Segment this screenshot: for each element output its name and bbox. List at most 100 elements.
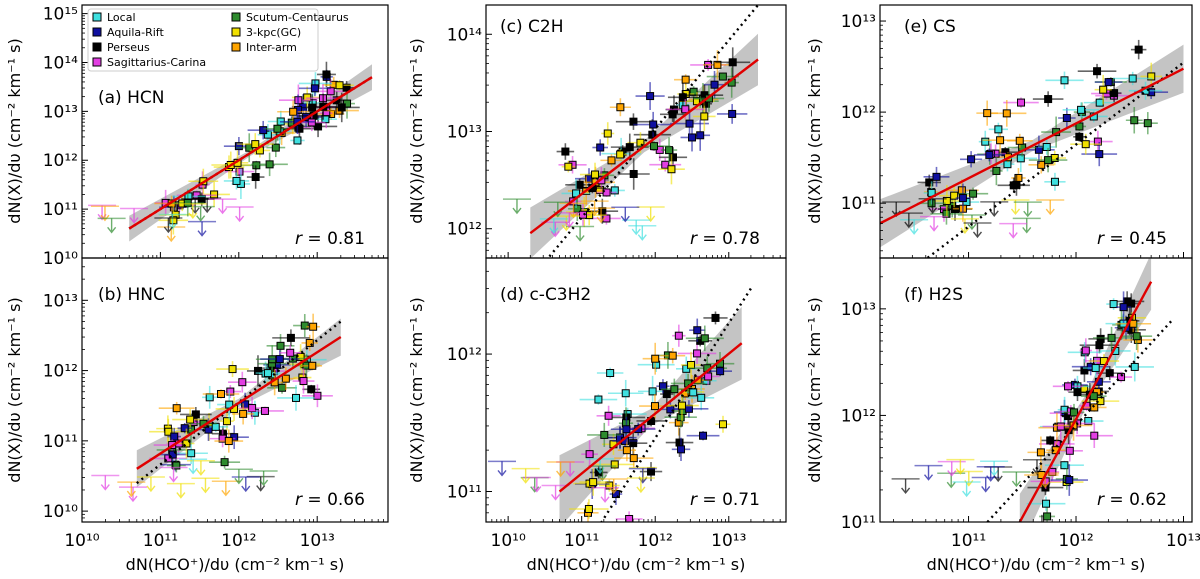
data-point	[561, 147, 570, 156]
data-point	[1036, 448, 1045, 457]
data-point	[187, 449, 196, 458]
fit-line-a	[128, 76, 373, 230]
data-point	[337, 103, 346, 112]
data-point	[169, 216, 178, 225]
data-point	[1056, 422, 1065, 431]
data-point	[996, 136, 1005, 145]
y-tick-label: 10¹²	[43, 362, 78, 382]
panel-title-a: (a) HCN	[98, 88, 164, 108]
upper-limit-arrow	[923, 465, 934, 481]
data-point	[650, 402, 659, 411]
data-point	[1143, 119, 1152, 128]
confidence-band-f	[1019, 258, 1152, 522]
r-label-b: r = 0.66	[295, 490, 365, 510]
data-point	[1084, 417, 1093, 426]
data-point	[670, 385, 679, 394]
data-point	[589, 478, 598, 487]
upper-limit-arrow	[972, 222, 983, 239]
r-label-f: r = 0.62	[1097, 490, 1167, 510]
data-point	[1042, 499, 1051, 508]
data-point	[625, 143, 634, 152]
data-point	[1117, 373, 1126, 382]
data-point	[275, 355, 284, 364]
data-point	[594, 395, 603, 404]
upper-limit-arrow	[596, 208, 606, 224]
y-tick-label: 10¹²	[841, 103, 876, 123]
data-point	[710, 80, 719, 89]
y-axis-label-f: dN(X)/dυ (cm⁻² km⁻¹ s)	[805, 297, 824, 482]
data-point	[1077, 105, 1086, 114]
data-point	[273, 124, 282, 133]
data-point	[942, 196, 951, 205]
upper-limit-arrow	[197, 221, 207, 237]
upper-limit-arrow	[568, 203, 579, 219]
data-point	[983, 109, 992, 118]
svg-text:r = 0.66: r = 0.66	[295, 490, 365, 510]
data-point	[1089, 392, 1098, 401]
data-point	[1090, 403, 1099, 412]
data-point	[685, 119, 694, 128]
data-point	[286, 333, 295, 342]
data-point	[700, 112, 709, 121]
upper-limit-arrow	[521, 468, 531, 484]
upper-limit-arrow	[196, 206, 206, 222]
upper-limit-arrow	[163, 218, 173, 234]
data-point	[616, 103, 625, 112]
fit-line-c	[529, 58, 759, 235]
data-point	[276, 341, 285, 350]
data-point	[607, 156, 616, 165]
y-tick-label: 10¹⁴	[43, 53, 78, 73]
data-point	[260, 406, 269, 415]
x-axis-label-right: dN(HCO⁺)/dυ (cm⁻² km⁻¹ s)	[927, 555, 1146, 574]
x-tick-label: 10¹¹	[564, 531, 599, 551]
upper-limit-arrow	[196, 460, 206, 476]
panel-title-c: (c) C2H	[500, 17, 563, 37]
data-point	[1109, 300, 1118, 309]
data-point	[224, 437, 233, 446]
data-point	[1065, 476, 1074, 485]
data-point	[689, 388, 698, 397]
data-point	[616, 150, 625, 159]
data-point	[286, 348, 295, 357]
reference-line-e	[925, 61, 1185, 258]
data-point	[985, 150, 994, 159]
data-point	[182, 439, 191, 448]
upper-limit-arrow	[234, 469, 244, 485]
y-tick-label: 10¹²	[43, 151, 78, 171]
upper-limit-arrow	[636, 477, 646, 494]
upper-limit-arrow	[631, 220, 641, 236]
upper-limit-arrow	[981, 477, 991, 493]
data-point	[278, 383, 287, 392]
y-axis-label-c: dN(X)/dυ (cm⁻² km⁻¹ s)	[407, 38, 426, 223]
data-point	[239, 409, 248, 418]
data-point	[1093, 67, 1102, 76]
data-point	[681, 105, 690, 114]
data-point	[728, 109, 737, 118]
y-tick-label: 10¹¹	[43, 200, 78, 220]
data-point	[629, 169, 638, 178]
data-point	[932, 172, 941, 181]
upper-limit-arrow	[564, 212, 574, 228]
data-point	[235, 167, 244, 176]
upper-limit-arrow	[497, 461, 507, 477]
data-point	[1090, 431, 1099, 440]
panel-title-d: (d) c-C3H2	[500, 285, 591, 305]
data-point	[1091, 364, 1100, 373]
panel-a-hcn: 10¹⁰ 10¹¹ 10¹² 10¹³ 10¹⁴ 10¹⁵	[43, 4, 389, 269]
data-point	[600, 430, 609, 439]
y-tick-label: 10¹⁵	[43, 5, 78, 25]
data-point	[675, 438, 684, 447]
data-point	[661, 160, 670, 169]
y-tick-label: 10¹¹	[841, 513, 876, 533]
x-tick-label: 10¹²	[221, 531, 256, 551]
data-point	[1130, 362, 1139, 371]
data-point	[1095, 98, 1104, 107]
svg-text:Aquila-Rift: Aquila-Rift	[107, 26, 164, 39]
upper-limit-arrow	[600, 487, 610, 503]
data-point	[263, 130, 272, 139]
data-point	[621, 389, 630, 398]
y-tick-label: 10¹⁰	[43, 502, 78, 522]
svg-text:Scutum-Centaurus: Scutum-Centaurus	[246, 11, 349, 24]
data-point	[220, 458, 229, 467]
